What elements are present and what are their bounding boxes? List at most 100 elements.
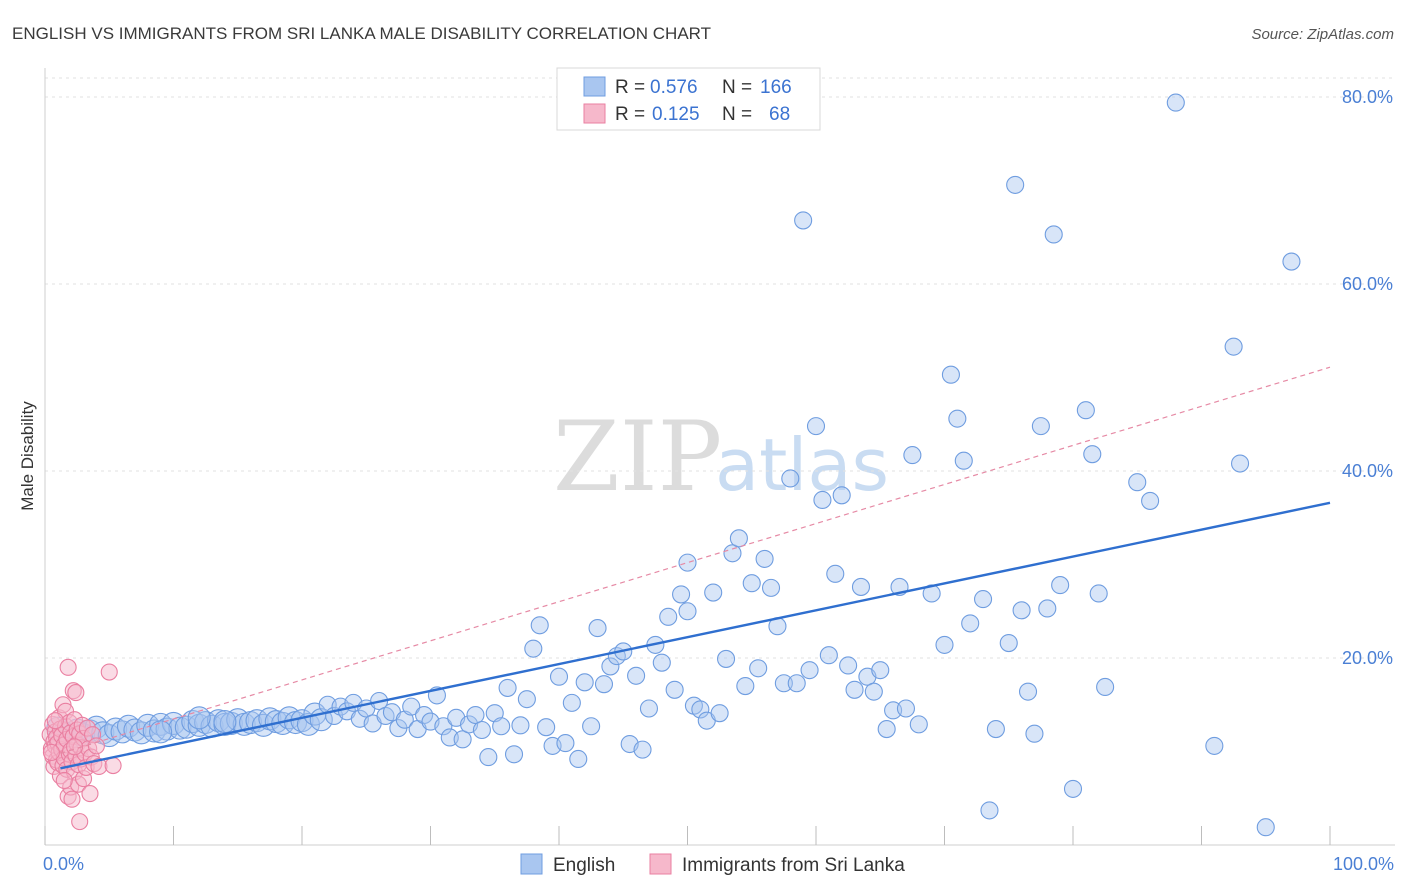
english-point <box>485 704 504 723</box>
english-point <box>149 712 173 736</box>
legend-stats: R = 0.576 N = 166 R = 0.125 N = 68 <box>556 67 821 131</box>
srilanka-point <box>104 756 122 775</box>
srilanka-point <box>59 658 77 676</box>
english-point <box>845 680 864 699</box>
srilanka-point <box>42 743 60 761</box>
x-tick-label-100: 100.0% <box>1333 854 1394 874</box>
english-point <box>472 720 491 740</box>
english-point <box>742 574 761 593</box>
english-point <box>819 646 838 665</box>
english-point <box>181 710 205 734</box>
y-axis-title: Male Disability <box>18 401 37 511</box>
legend-srilanka-n-label: N = <box>722 104 752 125</box>
english-point <box>479 748 498 767</box>
english-point <box>948 409 967 428</box>
srilanka-point <box>81 785 99 803</box>
srilanka-point <box>46 712 64 730</box>
english-point <box>194 710 218 735</box>
english-point <box>639 699 659 718</box>
english-point <box>665 680 684 699</box>
english-point <box>549 667 569 686</box>
english-point <box>627 666 646 685</box>
english-point <box>556 734 575 753</box>
english-point <box>787 674 806 693</box>
english-point <box>582 717 601 736</box>
y-tick-label-40: 40.0% <box>1342 461 1393 481</box>
english-point <box>1256 818 1275 837</box>
watermark-atlas: atlas <box>715 423 889 507</box>
english-point <box>973 590 993 609</box>
english-point <box>123 718 147 742</box>
legend-series: English Immigrants from Sri Lanka <box>520 853 905 876</box>
english-point <box>1096 677 1115 697</box>
english-point <box>800 661 819 680</box>
english-point <box>903 446 922 465</box>
english-point <box>736 676 755 696</box>
srilanka-point <box>67 684 85 702</box>
english-point <box>761 578 781 597</box>
english-point <box>1038 599 1057 618</box>
english-point <box>794 211 813 230</box>
english-point <box>961 614 980 633</box>
english-point <box>601 657 620 676</box>
english-point <box>832 486 851 505</box>
english-point <box>941 365 960 384</box>
english-point <box>1012 601 1031 620</box>
english-point <box>168 716 192 740</box>
legend-english-r-label: R = <box>615 77 645 98</box>
english-point <box>1044 225 1063 244</box>
y-tick-label-20: 20.0% <box>1342 648 1393 668</box>
english-point <box>1063 779 1083 798</box>
english-point <box>1089 584 1108 603</box>
english-point <box>1224 337 1243 356</box>
english-point <box>851 577 871 596</box>
legend-srilanka-r-value: 0.125 <box>652 104 700 125</box>
english-point <box>1205 736 1224 755</box>
english-point <box>187 706 211 730</box>
english-point <box>498 678 517 697</box>
english-point <box>659 607 678 626</box>
english-point <box>652 653 671 672</box>
english-point <box>871 661 890 680</box>
srilanka-point <box>87 737 105 755</box>
english-point <box>161 711 186 736</box>
srilanka-point <box>100 663 118 681</box>
english-point <box>537 718 556 737</box>
english-point <box>999 633 1018 653</box>
srilanka-point <box>71 813 89 831</box>
trend-lines <box>60 366 1331 770</box>
english-point <box>530 616 549 635</box>
english-point <box>1018 682 1038 701</box>
srilanka-point <box>63 790 81 808</box>
english-point <box>704 583 723 602</box>
english-point <box>678 553 697 572</box>
english-point <box>517 690 536 709</box>
english-point <box>187 713 211 737</box>
english-point <box>813 490 832 510</box>
legend-srilanka-n-value: 68 <box>769 104 790 125</box>
tick-labels: 20.0% 40.0% 60.0% 80.0% 0.0% 100.0% <box>43 87 1394 874</box>
english-point <box>839 656 858 675</box>
english-point <box>716 649 736 668</box>
english-point <box>826 564 845 583</box>
english-point <box>1051 576 1070 595</box>
english-point <box>877 720 896 739</box>
x-tick-label-0: 0.0% <box>43 854 84 874</box>
english-point <box>710 704 729 723</box>
srilanka-point <box>55 771 73 790</box>
english-point <box>504 745 524 764</box>
y-tick-label-80: 80.0% <box>1342 87 1393 107</box>
english-point <box>909 715 928 734</box>
english-point <box>896 699 916 718</box>
english-point <box>453 730 472 749</box>
chart-title: ENGLISH VS IMMIGRANTS FROM SRI LANKA MAL… <box>12 24 711 43</box>
english-point <box>1166 93 1185 112</box>
english-point <box>594 675 614 694</box>
english-point <box>213 710 237 734</box>
grid <box>45 77 1395 659</box>
english-point <box>434 717 453 736</box>
english-point <box>1141 491 1160 510</box>
english-point <box>1006 175 1025 194</box>
english-point <box>466 705 485 725</box>
